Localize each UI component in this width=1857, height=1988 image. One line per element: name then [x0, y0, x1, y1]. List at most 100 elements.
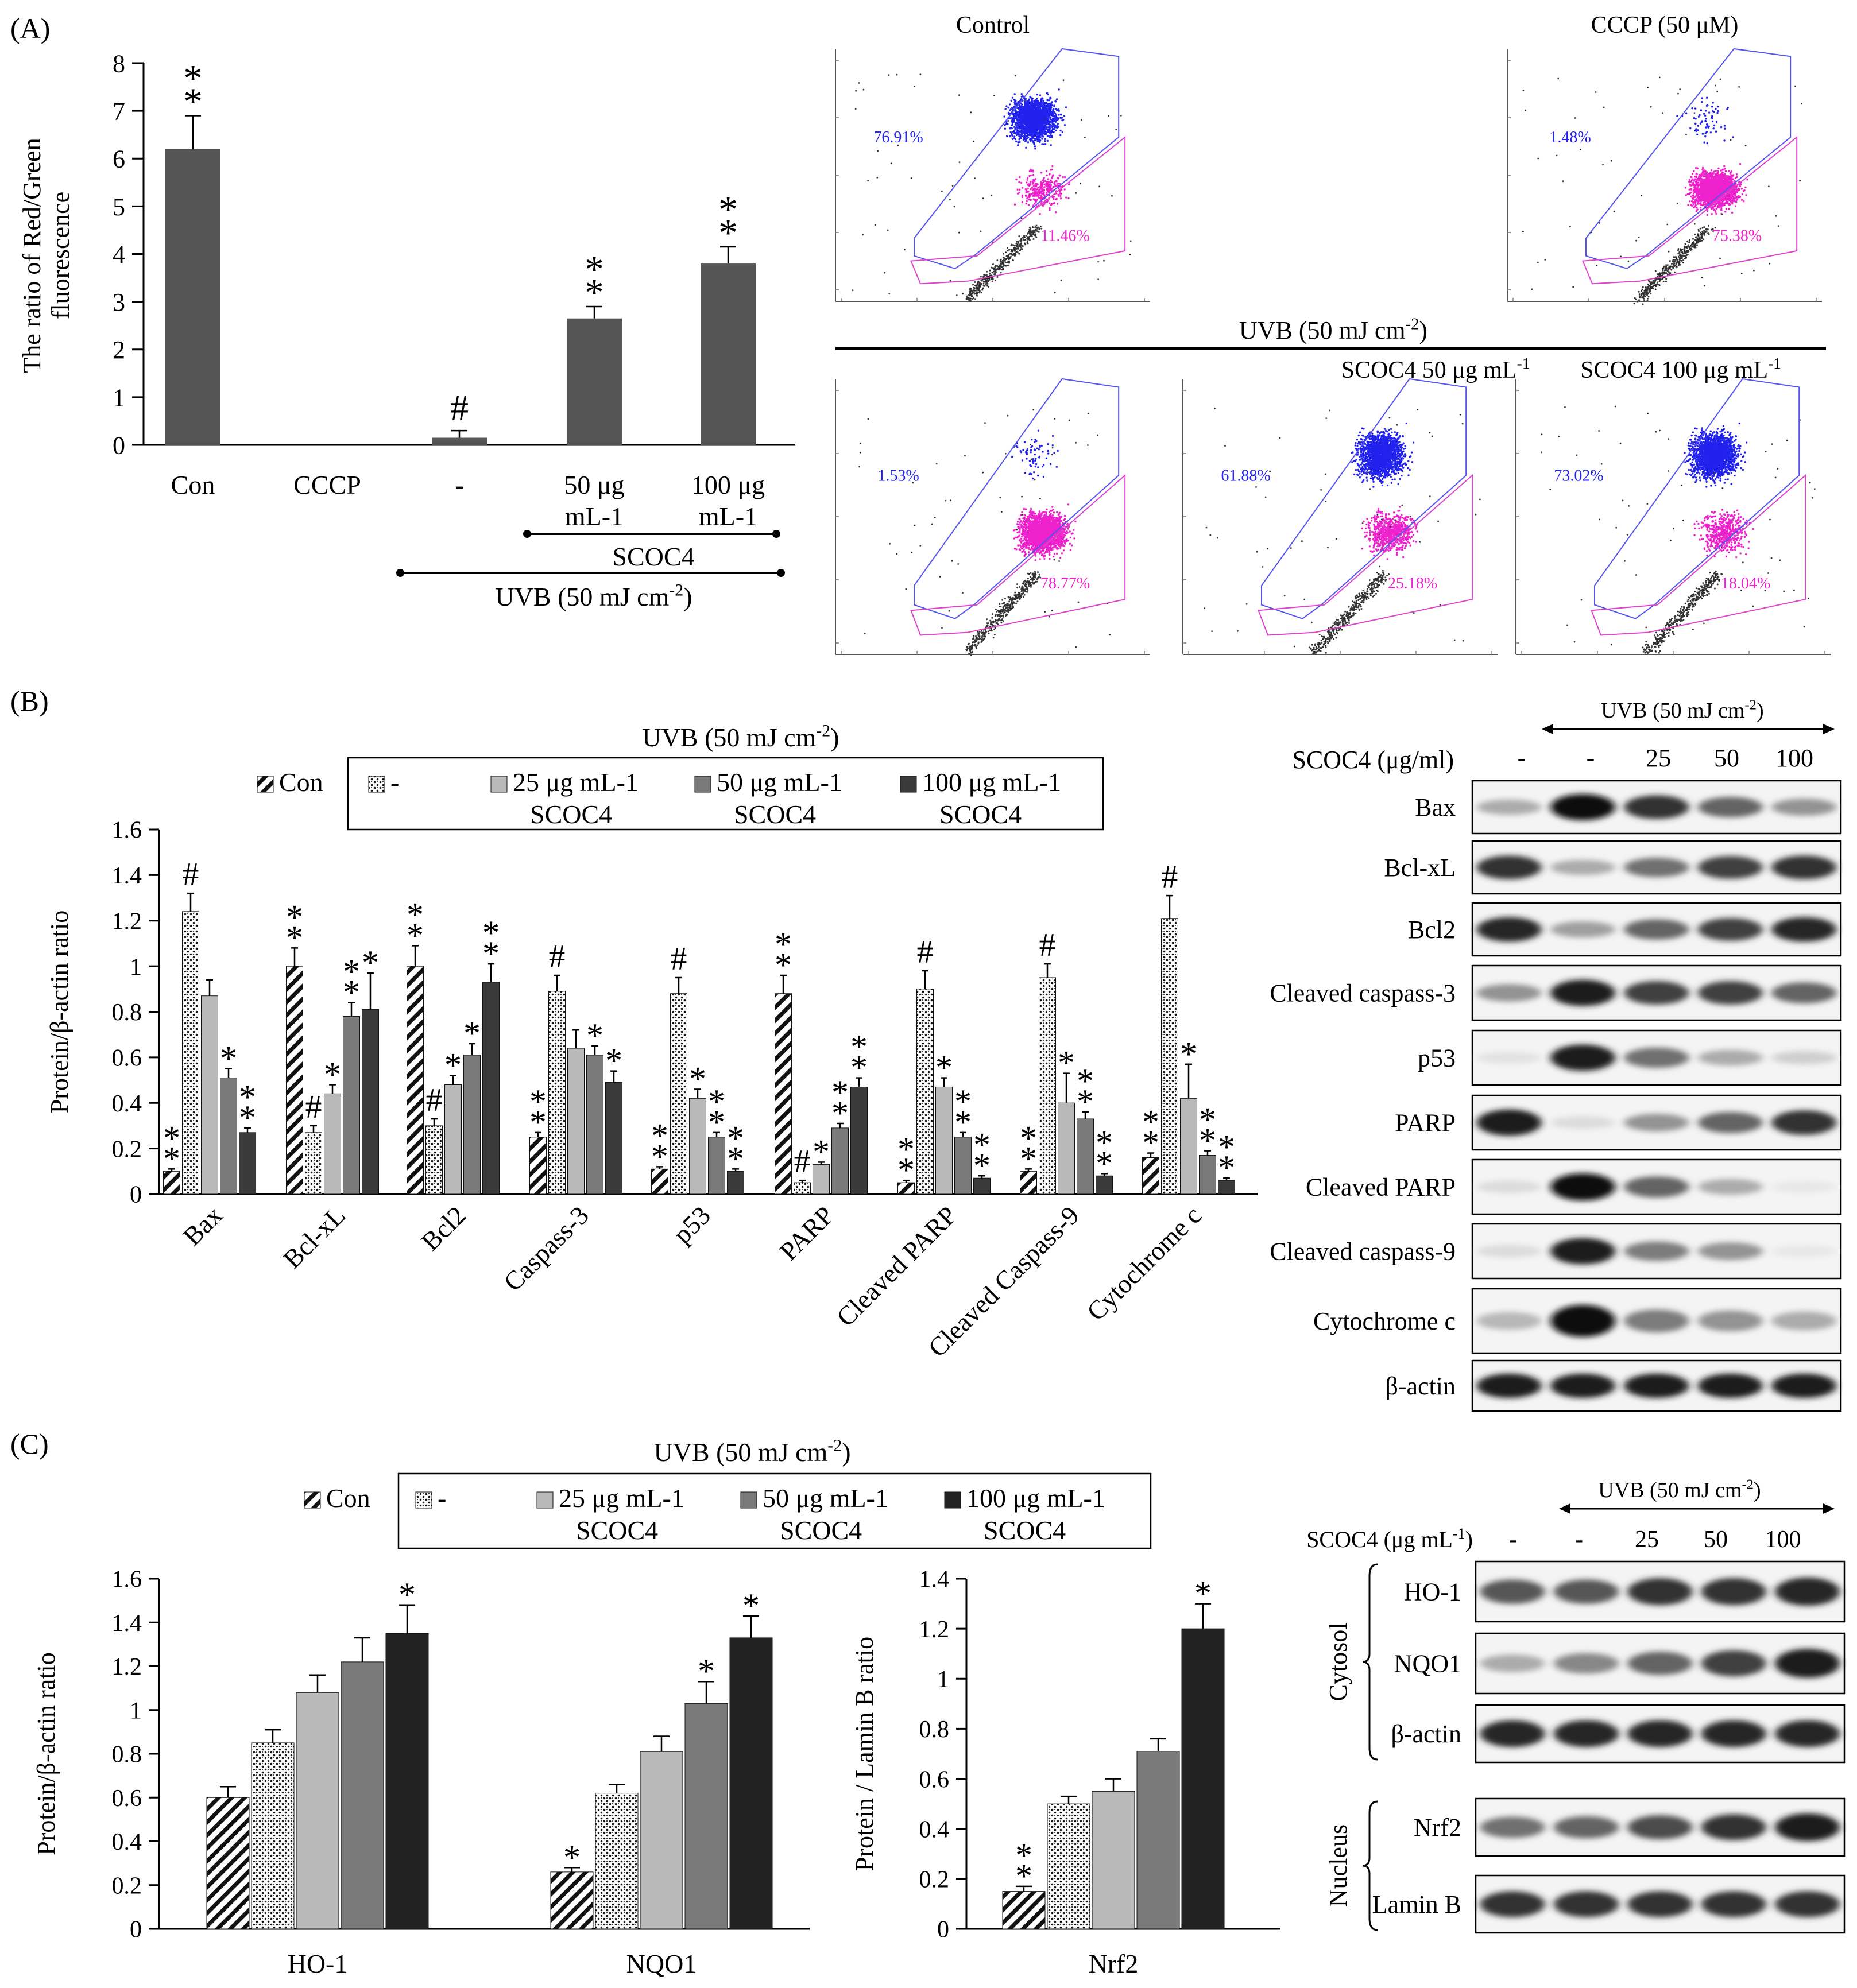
- significance-mark: *: [1077, 1062, 1094, 1100]
- blot-band: [1771, 855, 1837, 879]
- flow-lower-percent: 78.77%: [1040, 575, 1090, 592]
- bar-Bcl-xL-0: [286, 966, 303, 1195]
- bar-Cleaved Caspass-9-0: [1020, 1171, 1037, 1195]
- bar-Cleaved Caspass-9-4: [1096, 1175, 1113, 1195]
- blot-lane-label: 100: [1775, 744, 1813, 772]
- flow-dots-debris: [852, 73, 1132, 302]
- y-tick-label: 0.4: [112, 1091, 142, 1117]
- flow-plot-1: CCCP (50 μM) 1.48% 75.38%: [1507, 12, 1822, 305]
- significance-mark: #: [426, 1082, 443, 1118]
- flow-dots-lower-population: [1012, 503, 1077, 561]
- bar-Cleaved PARP-4: [973, 1177, 991, 1195]
- y-axis-label: Protein/β-actin ratio: [45, 910, 73, 1114]
- bar-Nrf2-4: [1181, 1628, 1225, 1929]
- bar-Cleaved PARP-2: [935, 1086, 953, 1195]
- flow-plot-title: SCOC4 50 μg mL-1: [1341, 355, 1530, 383]
- bar-NQO1-1: [595, 1793, 639, 1929]
- y-tick-label: 1.4: [112, 1610, 142, 1637]
- legend-entry: 50 μg mL-1: [717, 768, 842, 797]
- bar-Cytochrome c-3: [1199, 1155, 1216, 1195]
- flow-plot-2: 1.53% 78.77%: [835, 378, 1150, 656]
- blot-band: [1624, 795, 1689, 819]
- blot-band: [1550, 1116, 1616, 1129]
- blot-b-row: [1471, 964, 1842, 1021]
- blot-row-label: NQO1: [1394, 1650, 1461, 1678]
- category-label: NQO1: [626, 1949, 697, 1978]
- bar-Bax-2: [201, 995, 218, 1195]
- blot-band: [1624, 857, 1689, 878]
- blot-row-label: HO-1: [1404, 1578, 1461, 1606]
- bar-Cleaved PARP-3: [954, 1137, 972, 1195]
- category-label: Nrf2: [1089, 1949, 1139, 1978]
- bar-NQO1-2: [640, 1751, 683, 1929]
- legend-box: [347, 757, 1104, 831]
- significance-mark: *: [163, 1119, 180, 1157]
- blot-b-row: [1471, 1223, 1842, 1280]
- significance-mark: *: [973, 1146, 991, 1184]
- flow-dots-debris: [1204, 408, 1481, 654]
- legend-entry: 50 μg mL-1: [763, 1483, 888, 1513]
- blot-band: [1550, 1044, 1616, 1071]
- blot-group-brace: [1362, 1800, 1378, 1931]
- blot-band: [1771, 1110, 1837, 1135]
- bar-p53-3: [708, 1137, 725, 1195]
- significance-mark: *: [407, 896, 424, 933]
- flow-upper-percent: 1.48%: [1549, 129, 1591, 146]
- bar-4: [701, 263, 756, 445]
- significance-mark: *: [1142, 1124, 1159, 1162]
- chart-c-nrf2: 0 0.2 0.4 0.6 0.8 1 1.2 1.4 Protein / Lamin B ra…: [850, 1567, 1280, 1978]
- legend-swatch: [257, 776, 274, 793]
- flow-dots: [852, 73, 1132, 302]
- blot-c-row: [1475, 1797, 1846, 1857]
- y-tick-label: 1.6: [112, 817, 142, 844]
- blot-group-brace: [1362, 1563, 1378, 1761]
- significance-mark: *: [1199, 1101, 1216, 1139]
- bar-0: [165, 149, 220, 445]
- y-tick-label: 0.6: [112, 1785, 142, 1812]
- y-tick-label: 1: [113, 383, 125, 412]
- significance-mark: *: [1015, 1836, 1032, 1874]
- bar-NQO1-0: [550, 1871, 594, 1929]
- bar-PARP-4: [850, 1086, 868, 1195]
- significance-mark: *: [529, 1083, 547, 1121]
- flow-dots-lower-population: [1684, 163, 1748, 216]
- significance-mark: *: [727, 1140, 744, 1177]
- significance-mark: #: [671, 941, 687, 977]
- blot-band: [1476, 1052, 1542, 1064]
- bar-HO-1-2: [296, 1692, 339, 1929]
- flow-plot-title: SCOC4 100 μg mL-1: [1580, 355, 1781, 383]
- blot-c-scoc4-label: SCOC4 (μg mL-1): [1306, 1525, 1473, 1552]
- category-label: PARP: [774, 1200, 839, 1266]
- bar-Caspass-3-2: [567, 1048, 585, 1195]
- bar-HO-1-3: [341, 1661, 384, 1929]
- bar-Bax-1: [182, 911, 199, 1195]
- significance-mark: *: [605, 1042, 622, 1080]
- blot-lane-label: 25: [1646, 744, 1671, 772]
- significance-mark: *: [954, 1083, 972, 1121]
- significance-mark: *: [708, 1103, 725, 1141]
- category-label: Cleaved PARP: [831, 1200, 962, 1332]
- blot-band: [1771, 1245, 1837, 1257]
- y-tick-label: 8: [113, 49, 125, 77]
- blot-band: [1627, 1578, 1693, 1606]
- legend-entry-sub: SCOC4: [530, 800, 612, 829]
- blot-row-label: Lamin B: [1372, 1890, 1461, 1919]
- legend-swatch: [304, 1491, 321, 1509]
- blot-band: [1550, 1238, 1616, 1265]
- flow-plot-title: CCCP (50 μM): [1591, 12, 1739, 38]
- flow-gate-upper: [1594, 378, 1800, 619]
- blot-row-label: Cleaved caspass-3: [1270, 979, 1456, 1007]
- significance-mark: *: [585, 248, 604, 291]
- significance-mark: *: [897, 1151, 915, 1189]
- y-axis-label: Protein / Lamin B ratio: [850, 1637, 879, 1871]
- significance-mark: *: [813, 1133, 830, 1171]
- blot-band: [1550, 1373, 1616, 1398]
- blot-lane-label: -: [1518, 744, 1526, 772]
- blot-band: [1697, 1112, 1763, 1133]
- blot-band: [1550, 794, 1616, 820]
- blot-band: [1771, 799, 1837, 816]
- significance-mark: *: [831, 1094, 849, 1132]
- bar-Nrf2-0: [1002, 1891, 1046, 1929]
- bar-2: [432, 437, 487, 445]
- blot-band: [1554, 1579, 1619, 1604]
